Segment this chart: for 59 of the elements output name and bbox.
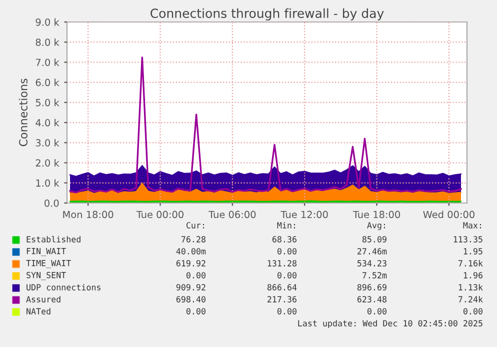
y-tick-label: 9.0 k <box>36 18 60 26</box>
text: 113.35 <box>454 236 482 242</box>
text: 0.00 <box>186 272 206 278</box>
y-tick-label: 1.0 k <box>36 179 60 187</box>
legend-label: TIME_WAIT <box>26 260 71 268</box>
x-tick-label: Mon 18:00 <box>63 210 114 218</box>
text: 534.23 <box>357 260 386 266</box>
text: 0.00 <box>277 248 296 254</box>
text: 7.24k <box>458 296 483 302</box>
text: 0.00 <box>367 308 386 314</box>
text: 619.92 <box>176 260 206 266</box>
y-axis-title: Connections <box>18 78 28 146</box>
text: 1.13k <box>458 284 483 290</box>
y-tick-label: 2.0 k <box>36 159 60 167</box>
text: 85.09 <box>362 236 386 242</box>
x-tick-label: Tue 18:00 <box>352 210 400 218</box>
legend-label: SYN_SENT <box>26 272 66 280</box>
y-tick-label: 4.0 k <box>36 118 60 126</box>
text: 76.28 <box>181 236 206 242</box>
y-tick-label: 5.0 k <box>36 98 60 106</box>
text: 866.64 <box>267 284 297 290</box>
text: 217.36 <box>268 296 296 302</box>
chart-title: Connections through firewall - by day <box>150 8 384 20</box>
line-series <box>69 56 462 194</box>
text: 698.40 <box>176 296 206 302</box>
text: 1.95 <box>464 248 482 254</box>
text: 0.00 <box>463 308 482 314</box>
y-tick-label: 0.0 <box>44 199 59 207</box>
text: 1.96 <box>464 272 482 278</box>
x-tick-label: Tue 06:00 <box>208 210 256 218</box>
text: 0.00 <box>277 308 296 314</box>
text: 7.16k <box>458 260 483 266</box>
legend-label: Established <box>26 236 80 242</box>
legend-label: FIN_WAIT <box>26 248 66 256</box>
x-tick-label: Wed 00:00 <box>423 210 474 218</box>
legend-label: Assured <box>26 296 60 302</box>
y-tick-label: 3.0 k <box>36 138 60 146</box>
text: Cur: <box>186 222 204 228</box>
text: Max: <box>463 222 481 228</box>
legend-label: NATed <box>26 308 50 314</box>
text: Avg: <box>367 222 385 230</box>
text: 0.00 <box>277 272 296 278</box>
y-tick-label: 7.0 k <box>36 58 60 66</box>
text: 7.52m <box>362 272 387 278</box>
text: 896.69 <box>357 284 386 290</box>
text: 68.36 <box>272 236 296 242</box>
text: 623.48 <box>357 296 386 302</box>
legend-label: UDP connections <box>26 284 100 290</box>
text: Min: <box>277 222 295 228</box>
x-tick-label: Tue 12:00 <box>280 210 328 218</box>
text: 131.28 <box>268 260 296 266</box>
x-tick-label: Tue 00:00 <box>136 210 184 218</box>
y-tick-label: 8.0 k <box>36 38 60 46</box>
text: 27.46m <box>358 248 387 254</box>
text: Last update: Wed Dec 10 02:45:00 2025 <box>298 320 482 328</box>
text: 909.92 <box>176 284 206 290</box>
text: 0.00 <box>186 308 206 314</box>
y-tick-label: 6.0 k <box>36 78 60 86</box>
text: 40.00m <box>176 248 206 254</box>
